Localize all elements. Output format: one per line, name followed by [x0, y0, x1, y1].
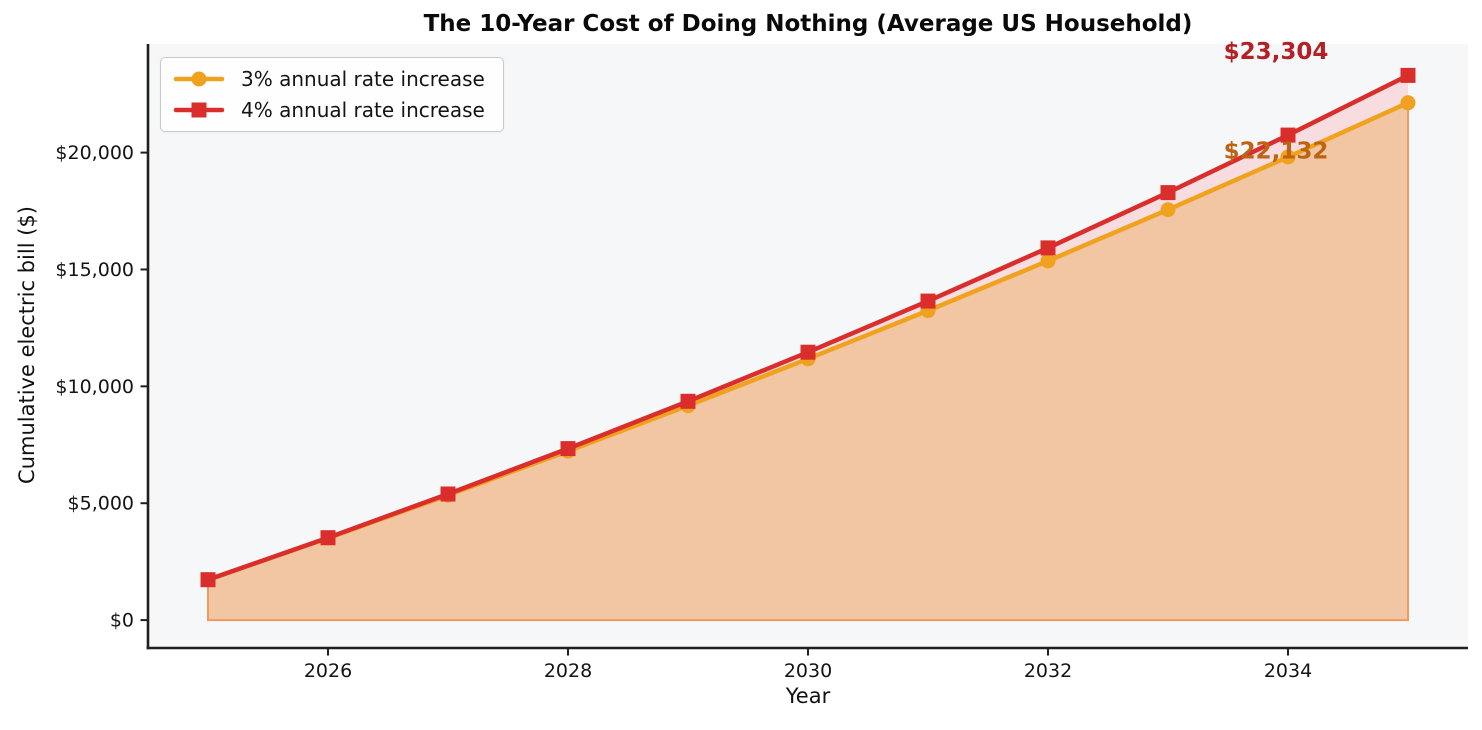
legend-entry: 4% annual rate increase — [173, 98, 485, 122]
marker-4pct — [1400, 67, 1416, 83]
marker-3pct — [1160, 202, 1176, 218]
y-axis-label: Cumulative electric bill ($) — [15, 206, 39, 484]
y-tick-label: $20,000 — [55, 142, 134, 164]
chart-title: The 10-Year Cost of Doing Nothing (Avera… — [423, 11, 1193, 37]
x-tick-label: 2026 — [304, 660, 352, 682]
circle-marker-icon — [191, 71, 207, 87]
marker-4pct — [680, 393, 696, 409]
marker-4pct — [560, 441, 576, 457]
square-marker-icon — [191, 102, 207, 118]
marker-4pct — [1280, 127, 1296, 143]
x-tick-label: 2034 — [1264, 660, 1312, 682]
legend: 3% annual rate increase 4% annual rate in… — [160, 57, 504, 132]
marker-3pct — [1280, 149, 1296, 165]
legend-label: 4% annual rate increase — [241, 98, 485, 122]
legend-entry: 3% annual rate increase — [173, 67, 485, 91]
marker-4pct — [920, 293, 936, 309]
marker-4pct — [800, 344, 816, 360]
marker-3pct — [1040, 253, 1056, 269]
annotation-final-total-4pct: $23,304 — [1224, 39, 1329, 65]
marker-4pct — [1040, 240, 1056, 256]
legend-circle-line-icon — [173, 71, 225, 87]
y-tick-label: $0 — [110, 610, 134, 632]
x-axis-label: Year — [785, 684, 831, 708]
y-tick-label: $5,000 — [68, 493, 134, 515]
x-tick-label: 2030 — [784, 660, 832, 682]
legend-square-line-icon — [173, 102, 225, 118]
y-tick-label: $15,000 — [55, 259, 134, 281]
marker-4pct — [1160, 185, 1176, 201]
legend-label: 3% annual rate increase — [241, 67, 485, 91]
marker-4pct — [440, 486, 456, 502]
marker-4pct — [200, 572, 216, 588]
x-tick-label: 2032 — [1024, 660, 1072, 682]
marker-3pct — [1400, 95, 1416, 111]
annotation-final-total-3pct: $22,132 — [1224, 138, 1329, 164]
y-tick-label: $10,000 — [55, 376, 134, 398]
x-tick-label: 2028 — [544, 660, 592, 682]
marker-4pct — [320, 530, 336, 546]
